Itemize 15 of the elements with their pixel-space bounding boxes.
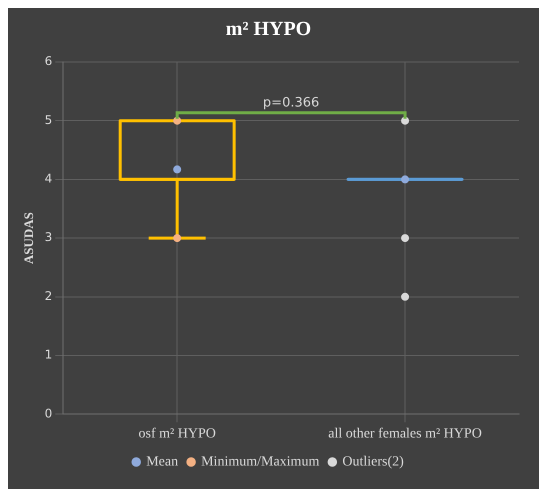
annotation: p=0.366 [262, 96, 320, 111]
x-tick-label: all other females m² HYPO [328, 426, 482, 442]
legend-label: Minimum/Maximum [201, 454, 320, 470]
chart-title: m² HYPO [226, 18, 312, 40]
x-tick-label: osf m² HYPO [138, 426, 216, 442]
legend-label: Mean [146, 454, 178, 470]
y-tick-label: 3 [44, 230, 52, 244]
y-tick-label: 6 [44, 54, 52, 68]
y-tick-label: 2 [44, 288, 52, 303]
legend-label: Outliers(2) [342, 454, 404, 470]
y-axis-title: ASUDAS [21, 212, 36, 264]
y-tick-label: 0 [44, 406, 52, 420]
y-tick-label: 4 [44, 172, 52, 186]
y-tick-label: 5 [44, 112, 52, 127]
y-tick-label: 1 [44, 348, 52, 362]
